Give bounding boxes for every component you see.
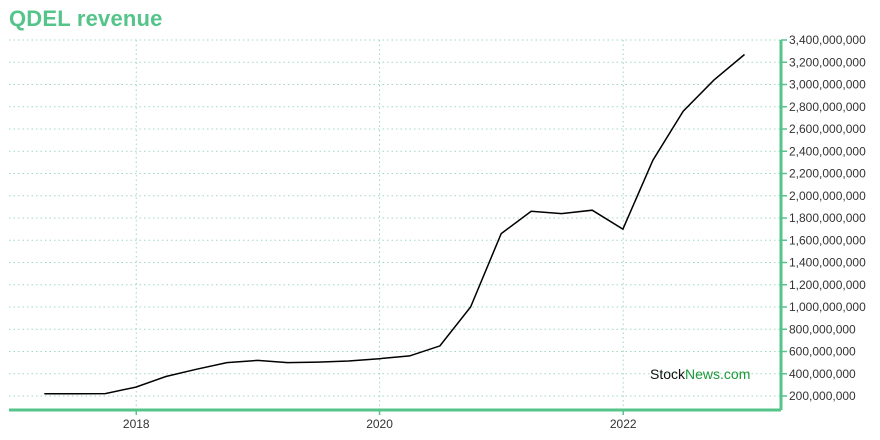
y-tick-label-2: 600,000,000 xyxy=(789,345,856,359)
y-tick-label-11: 2,400,000,000 xyxy=(789,144,866,158)
watermark-part-com: .com xyxy=(720,366,750,382)
y-tick-label-7: 1,600,000,000 xyxy=(789,233,866,247)
stocknews-watermark: StockNews.com xyxy=(650,366,750,382)
y-tick-label-16: 3,400,000,000 xyxy=(789,33,866,47)
y-tick-label-8: 1,800,000,000 xyxy=(789,211,866,225)
y-tick-label-3: 800,000,000 xyxy=(789,322,856,336)
y-tick-label-4: 1,000,000,000 xyxy=(789,300,866,314)
x-tick-label-2: 2022 xyxy=(610,417,637,431)
y-tick-label-14: 3,000,000,000 xyxy=(789,78,866,92)
x-tick-label-0: 2018 xyxy=(123,417,150,431)
y-tick-label-9: 2,000,000,000 xyxy=(789,189,866,203)
watermark-part-news: News xyxy=(685,366,720,382)
series-line-revenue xyxy=(44,53,745,395)
y-tick-label-12: 2,600,000,000 xyxy=(789,122,866,136)
grid-lines xyxy=(9,39,781,410)
y-axis-ticks: 200,000,000 400,000,000 600,000,000 800,000… xyxy=(781,33,866,403)
x-axis-ticks: 2018 2020 2022 xyxy=(123,410,637,431)
y-tick-label-10: 2,200,000,000 xyxy=(789,167,866,181)
axes xyxy=(9,40,783,412)
chart-title: QDEL revenue xyxy=(9,6,163,31)
y-tick-label-5: 1,200,000,000 xyxy=(789,278,866,292)
y-tick-label-1: 400,000,000 xyxy=(789,367,856,381)
x-tick-label-1: 2020 xyxy=(366,417,393,431)
y-tick-label-13: 2,800,000,000 xyxy=(789,100,866,114)
y-tick-label-15: 3,200,000,000 xyxy=(789,55,866,69)
y-tick-label-0: 200,000,000 xyxy=(789,389,856,403)
watermark-part-stock: Stock xyxy=(650,366,686,382)
y-tick-label-6: 1,400,000,000 xyxy=(789,256,866,270)
